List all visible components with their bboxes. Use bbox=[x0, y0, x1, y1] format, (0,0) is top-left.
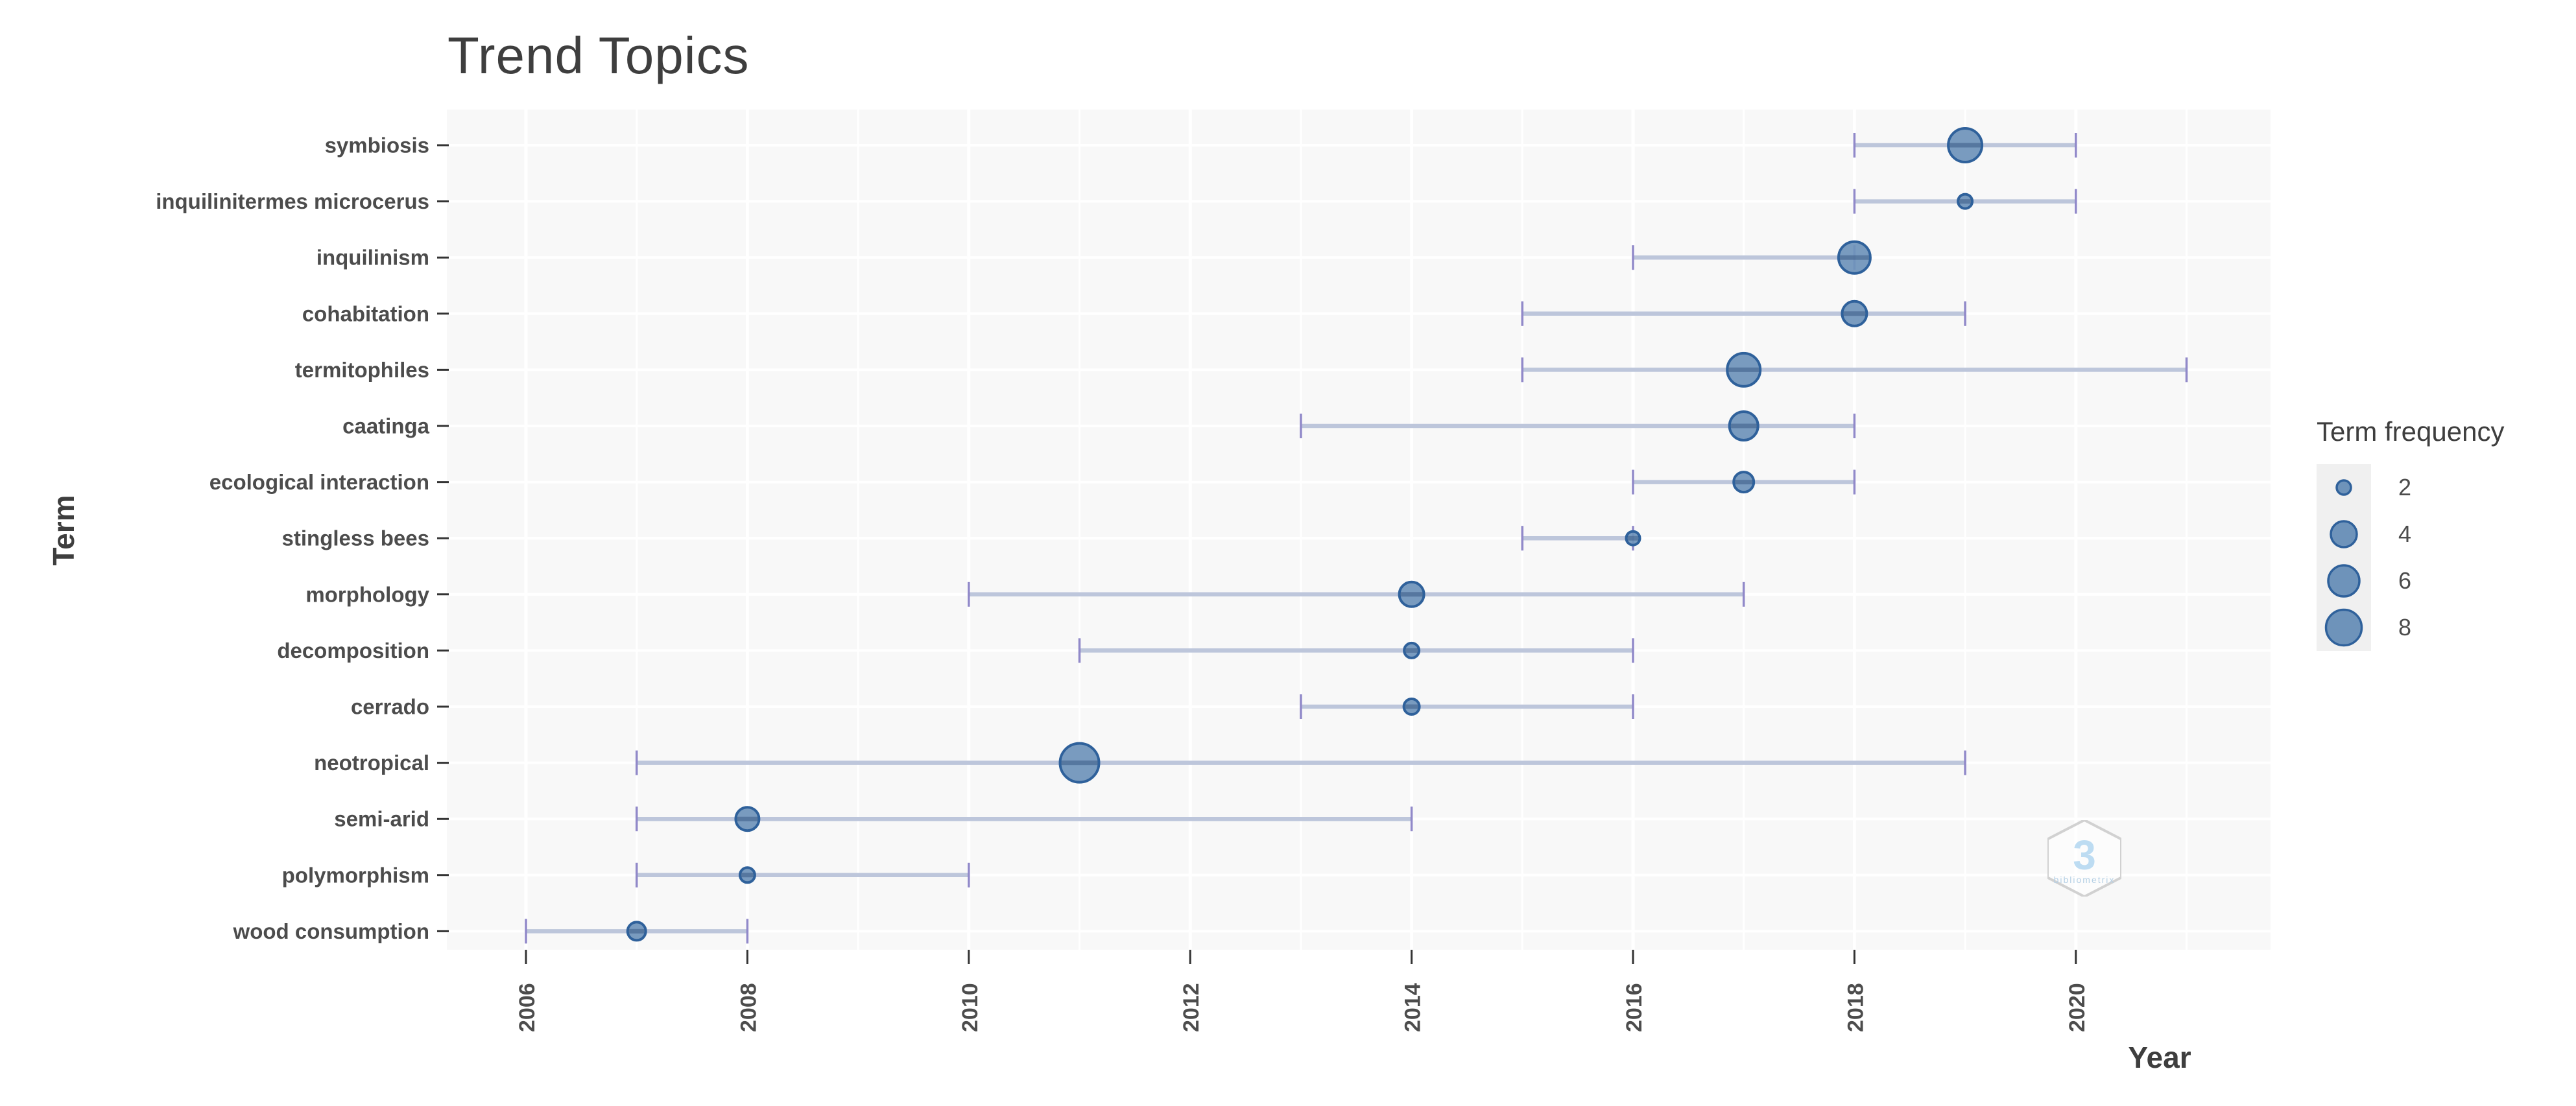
legend-label: 4 bbox=[2398, 521, 2412, 547]
legend-title: Term frequency bbox=[2317, 416, 2505, 447]
y-tick-label-polymorphism: polymorphism bbox=[282, 863, 429, 887]
bubble-morphology bbox=[1398, 580, 1425, 608]
y-tick-label-semi-arid: semi-arid bbox=[334, 807, 429, 831]
bubble-cohabitation bbox=[1841, 300, 1868, 327]
y-tick-label-wood-consumption: wood consumption bbox=[233, 919, 429, 943]
y-tick-label-cohabitation: cohabitation bbox=[302, 301, 429, 325]
panel-background bbox=[447, 110, 2271, 950]
bubble-termitophiles bbox=[1726, 351, 1762, 388]
y-tick-label-morphology: morphology bbox=[305, 582, 429, 606]
bubble-decomposition bbox=[1403, 641, 1421, 659]
bubble-symbiosis bbox=[1947, 127, 1984, 163]
watermark-number: 3 bbox=[2073, 832, 2096, 879]
x-tick-label: 2018 bbox=[1843, 983, 1868, 1032]
x-tick-label: 2020 bbox=[2065, 983, 2090, 1032]
bubble-inquilinitermes-microcerus bbox=[1957, 193, 1974, 210]
legend-label: 2 bbox=[2398, 474, 2412, 500]
y-tick-label-inquilinitermes-microcerus: inquilinitermes microcerus bbox=[156, 189, 429, 213]
watermark-caption: bibliometrix bbox=[2053, 875, 2116, 886]
y-tick-label-ecological-interaction: ecological interaction bbox=[209, 470, 429, 494]
legend-label: 6 bbox=[2398, 567, 2412, 594]
x-tick-label: 2010 bbox=[958, 983, 983, 1032]
x-tick-label: 2006 bbox=[515, 983, 540, 1032]
bubble-neotropical bbox=[1058, 742, 1101, 784]
y-tick-label-decomposition: decomposition bbox=[277, 639, 429, 663]
legend-item-6: 6 bbox=[2317, 558, 2504, 604]
legend-items: 2 4 6 8 bbox=[2317, 464, 2504, 651]
x-tick-label: 2008 bbox=[736, 983, 761, 1032]
bibliometrix-watermark: 3 bibliometrix bbox=[2047, 820, 2121, 897]
legend-item-2: 2 bbox=[2317, 464, 2504, 511]
bubble-inquilinism bbox=[1837, 240, 1872, 275]
y-tick-label-neotropical: neotropical bbox=[314, 751, 429, 775]
legend-item-8: 8 bbox=[2317, 604, 2504, 651]
y-axis-title: Term bbox=[47, 495, 80, 566]
x-axis-title: Year bbox=[2128, 1041, 2191, 1074]
bubble-stingless-bees bbox=[1625, 530, 1641, 547]
chart-title: Trend Topics bbox=[447, 27, 750, 84]
bubble-semi-arid bbox=[734, 806, 761, 832]
legend-key-circle-2 bbox=[2317, 464, 2371, 511]
y-tick-label-termitophiles: termitophiles bbox=[295, 358, 429, 382]
bubble-ecological-interaction bbox=[1732, 471, 1756, 494]
y-tick-label-inquilinism: inquilinism bbox=[316, 246, 429, 270]
bubble-cerrado bbox=[1402, 698, 1421, 716]
bubble-wood-consumption bbox=[626, 921, 647, 942]
bubble-polymorphism bbox=[738, 866, 756, 884]
legend-item-4: 4 bbox=[2317, 511, 2504, 558]
y-tick-label-cerrado: cerrado bbox=[351, 695, 429, 719]
y-tick-label-symbiosis: symbiosis bbox=[325, 134, 429, 158]
y-tick-label-caatinga: caatinga bbox=[342, 414, 430, 438]
x-tick-label: 2014 bbox=[1401, 983, 1425, 1032]
x-tick-label: 2016 bbox=[1622, 983, 1647, 1032]
x-tick-label: 2012 bbox=[1179, 983, 1204, 1032]
bubble-caatinga bbox=[1728, 410, 1759, 441]
legend-key-circle-8 bbox=[2317, 604, 2371, 651]
hexagon-icon bbox=[2047, 820, 2121, 897]
legend-key-circle-6 bbox=[2317, 558, 2371, 604]
y-tick-label-stingless-bees: stingless bees bbox=[282, 526, 429, 550]
legend-key-circle-4 bbox=[2317, 511, 2371, 558]
legend: Term frequency 2 4 6 8 bbox=[2317, 416, 2504, 651]
legend-label: 8 bbox=[2398, 614, 2412, 641]
